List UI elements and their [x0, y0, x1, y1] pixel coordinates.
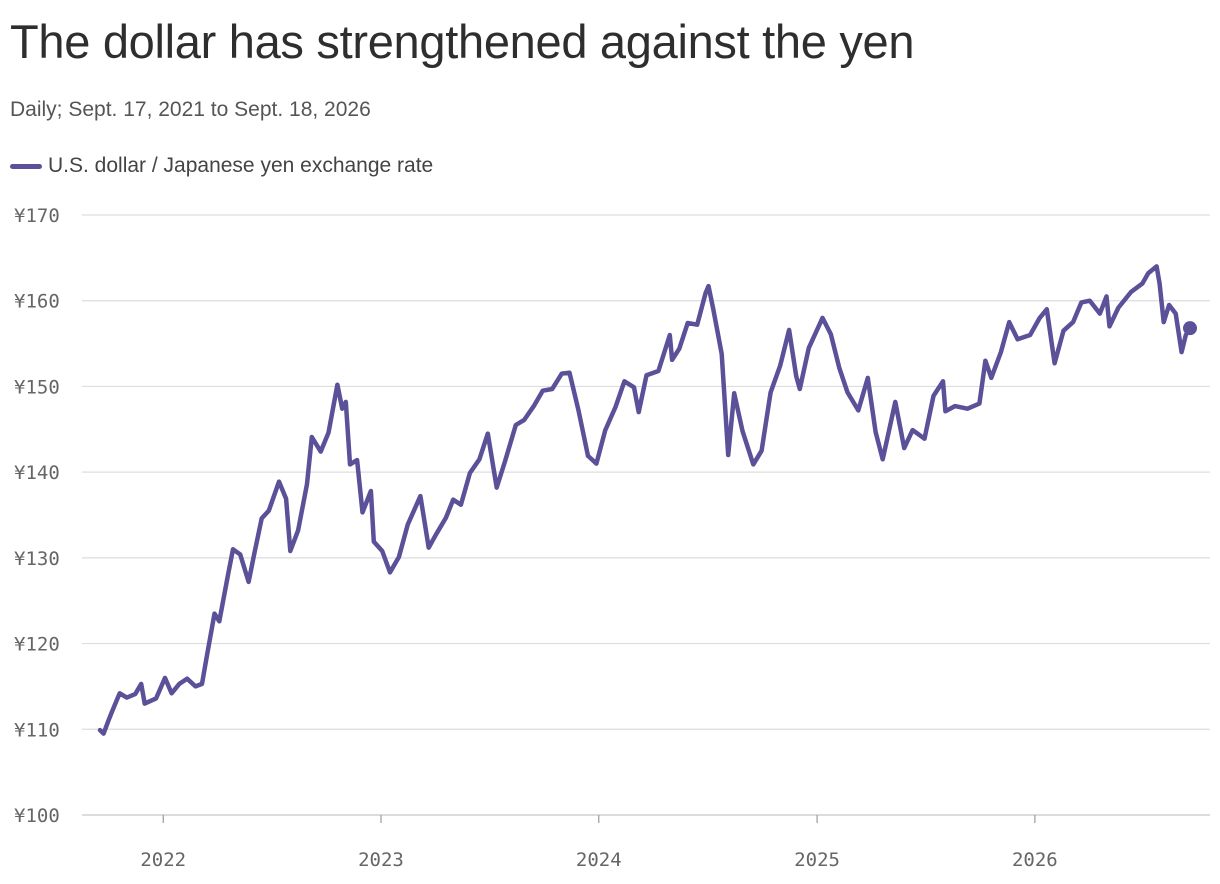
x-tick-label: 2026	[1012, 849, 1058, 871]
y-tick-label: ¥100	[14, 805, 60, 827]
y-tick-label: ¥170	[14, 205, 60, 227]
x-tick-label: 2022	[140, 849, 186, 871]
y-tick-label: ¥130	[14, 548, 60, 570]
line-chart: ¥100¥110¥120¥130¥140¥150¥160¥170 2022 202…	[14, 205, 1210, 871]
y-tick-label: ¥150	[14, 376, 60, 398]
x-tick-label: 2023	[358, 849, 404, 871]
series-layer	[97, 264, 1197, 736]
chart-subtitle: Daily; Sept. 17, 2021 to Sept. 18, 2026	[10, 98, 371, 121]
y-tick-label: ¥140	[14, 462, 60, 484]
y-tick-label: ¥160	[14, 291, 60, 313]
x-tick-label: 2024	[576, 849, 622, 871]
y-tick-label: ¥110	[14, 719, 60, 741]
series-line	[97, 264, 1193, 736]
y-tick-label: ¥120	[14, 634, 60, 656]
series-end-marker	[1183, 321, 1197, 336]
x-axis: 2022 2023 2024 2025 2026	[140, 815, 1058, 871]
legend-swatch	[10, 163, 42, 169]
y-axis-labels: ¥100 ¥110 ¥120 ¥130 ¥140 ¥150 ¥160 ¥170	[14, 205, 60, 827]
gridlines	[82, 214, 1210, 816]
x-tick-label: 2025	[794, 849, 840, 871]
chart-title: The dollar has strengthened against the …	[10, 15, 915, 68]
legend-label: U.S. dollar / Japanese yen exchange rate	[48, 154, 434, 177]
legend: U.S. dollar / Japanese yen exchange rate	[10, 154, 433, 178]
